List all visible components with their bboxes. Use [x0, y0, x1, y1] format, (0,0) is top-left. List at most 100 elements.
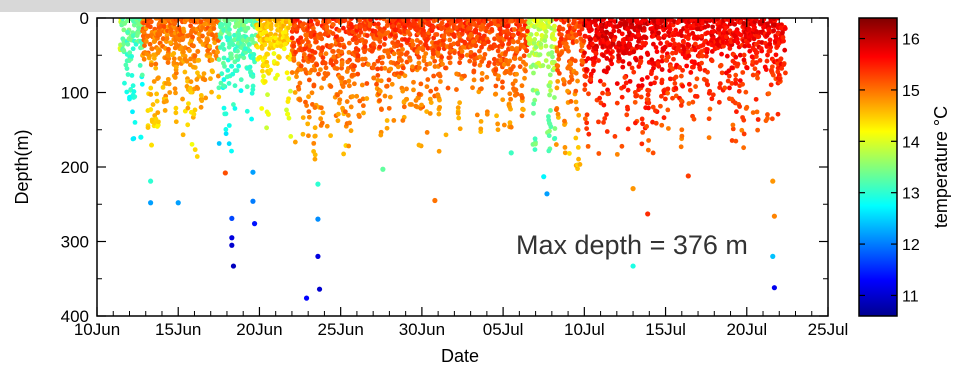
- data-point: [264, 36, 270, 42]
- data-point: [644, 124, 649, 129]
- data-point: [320, 55, 326, 61]
- data-point: [221, 46, 227, 52]
- data-point: [286, 115, 292, 121]
- data-point: [636, 83, 641, 89]
- data-point: [229, 55, 235, 61]
- data-point: [548, 108, 553, 113]
- data-point: [195, 86, 201, 91]
- data-point: [194, 77, 200, 82]
- data-point: [349, 72, 355, 78]
- data-point: [776, 77, 782, 82]
- data-point: [172, 86, 178, 92]
- data-point: [262, 42, 268, 47]
- data-point: [349, 24, 355, 30]
- data-point: [143, 39, 149, 44]
- data-point: [389, 81, 395, 87]
- data-point: [153, 65, 159, 71]
- data-point: [528, 32, 534, 37]
- data-point: [582, 116, 588, 122]
- data-point: [326, 18, 332, 24]
- data-point: [685, 36, 691, 41]
- data-point: [209, 89, 214, 95]
- data-point: [125, 29, 130, 35]
- data-point: [416, 54, 422, 60]
- data-point: [346, 40, 352, 46]
- data-point: [153, 61, 159, 67]
- data-point: [526, 41, 532, 47]
- data-point: [577, 23, 582, 29]
- data-point: [364, 96, 370, 101]
- data-point: [125, 18, 130, 24]
- data-point: [230, 71, 236, 77]
- data-point: [249, 90, 255, 96]
- data-point: [353, 46, 359, 51]
- data-point: [276, 55, 282, 60]
- data-point: [609, 61, 615, 67]
- data-point: [283, 19, 289, 25]
- data-point: [514, 71, 519, 77]
- data-point: [700, 42, 706, 48]
- data-point: [694, 94, 700, 99]
- data-point: [473, 29, 479, 35]
- data-point: [755, 34, 761, 40]
- data-point: [447, 37, 453, 43]
- data-point: [640, 121, 646, 127]
- data-point: [552, 36, 557, 42]
- data-point: [739, 127, 745, 133]
- data-point: [507, 70, 513, 76]
- data-point: [754, 72, 760, 78]
- data-point: [750, 59, 756, 65]
- data-point: [665, 107, 671, 113]
- data-point: [445, 18, 451, 22]
- data-point: [558, 36, 564, 42]
- data-point: [165, 60, 171, 66]
- data-point: [132, 119, 138, 125]
- data-point: [382, 36, 388, 41]
- data-point: [512, 92, 518, 98]
- data-point: [330, 22, 336, 27]
- data-point: [562, 145, 568, 150]
- data-point: [679, 33, 685, 39]
- data-point: [121, 48, 127, 54]
- data-point: [681, 39, 686, 45]
- data-point: [741, 145, 747, 151]
- data-point: [642, 34, 648, 40]
- data-point: [670, 95, 675, 101]
- data-point: [431, 73, 437, 79]
- data-point: [767, 37, 773, 43]
- data-point: [646, 138, 651, 143]
- data-point: [321, 76, 327, 82]
- data-point: [234, 68, 240, 73]
- data-point: [391, 118, 397, 123]
- data-point: [182, 69, 188, 75]
- data-point: [506, 31, 512, 37]
- data-point: [339, 75, 345, 81]
- data-point: [539, 18, 545, 22]
- data-point: [351, 81, 357, 87]
- data-point: [716, 99, 722, 105]
- data-point: [452, 34, 457, 39]
- data-point: [547, 83, 552, 89]
- data-point: [513, 87, 519, 93]
- data-point: [137, 63, 143, 68]
- data-point: [678, 103, 684, 108]
- data-point: [161, 24, 167, 29]
- data-point: [719, 70, 725, 76]
- data-point: [452, 50, 457, 56]
- data-point: [733, 138, 739, 144]
- data-point: [154, 91, 160, 97]
- data-point: [261, 73, 266, 79]
- deep-data-point: [303, 295, 310, 301]
- data-point: [567, 151, 572, 156]
- data-point: [165, 76, 171, 82]
- data-point: [678, 144, 684, 150]
- data-point: [646, 88, 652, 93]
- data-point: [707, 106, 713, 112]
- data-point: [216, 141, 222, 146]
- data-point: [148, 85, 154, 91]
- data-point: [601, 102, 607, 108]
- data-point: [391, 51, 397, 57]
- data-point: [259, 46, 265, 51]
- data-point: [375, 21, 381, 27]
- data-point: [733, 81, 739, 86]
